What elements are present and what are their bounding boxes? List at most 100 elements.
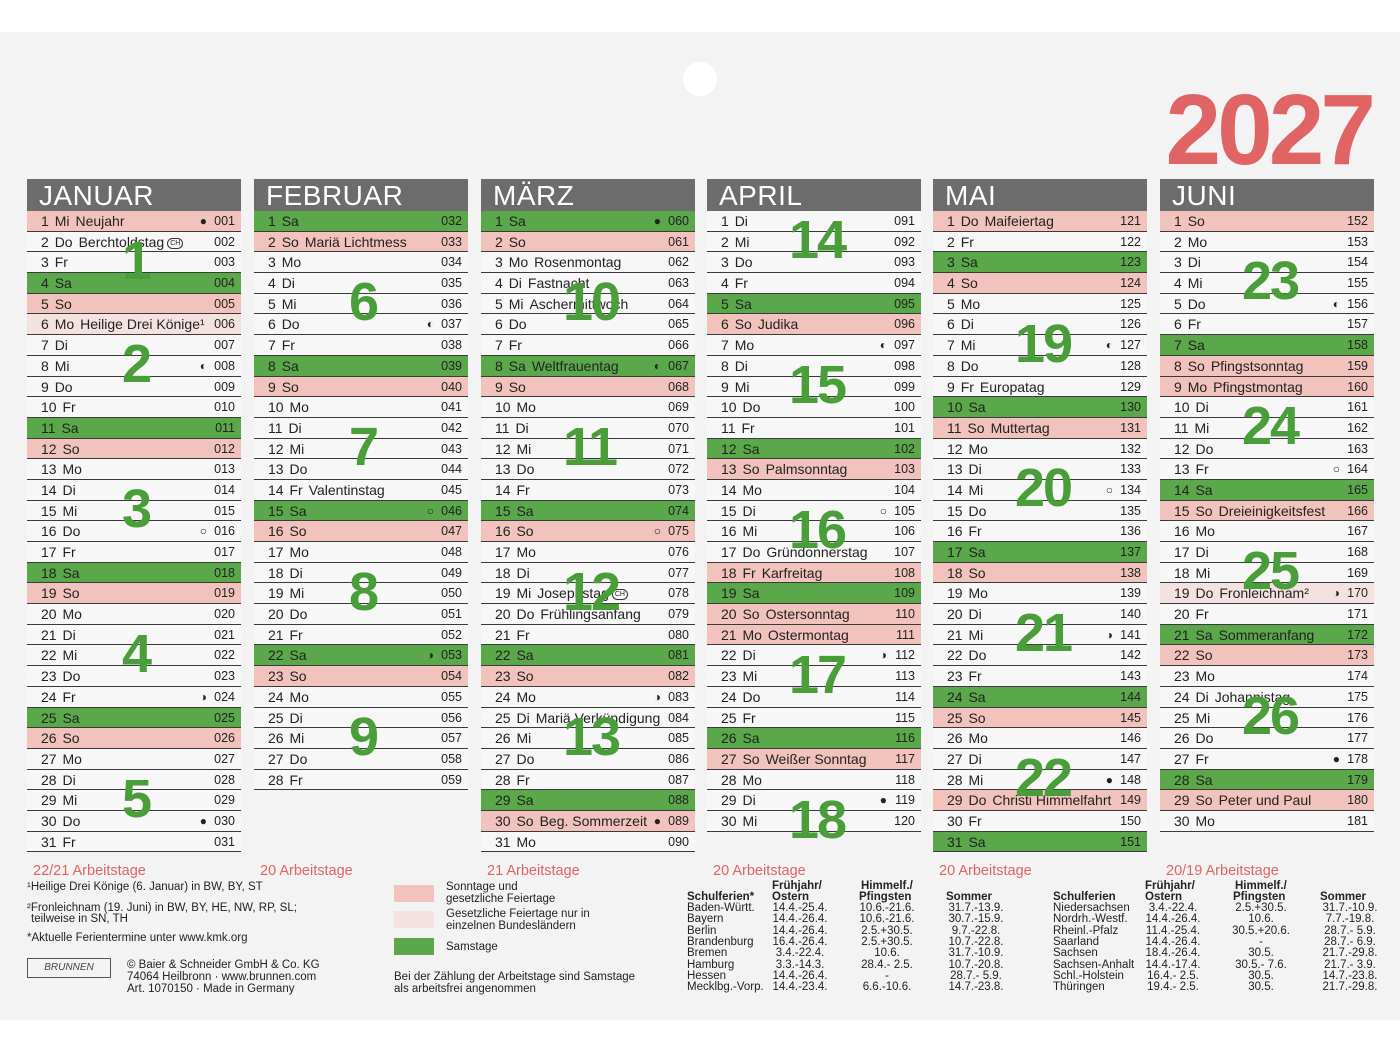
day-row: 1 Di 091 [707,211,921,232]
day-row: 6 Do ◐ 037 [254,314,468,336]
day-of-year: 143 [1120,669,1141,684]
company-line-1: © Baier & Schneider GmbH & Co. KG [127,959,320,971]
summer-dates: 14.7.-23.8. [1322,969,1378,982]
weekday: Mi [508,295,524,312]
state-name: Sachsen-Anhalt [1053,958,1135,971]
day-row: 12 Mo 132 [933,438,1147,460]
weekday: Sa [968,399,986,416]
day-row: 9 Do 009 [27,376,241,398]
day-row: 11 So Muttertag 131 [933,417,1147,439]
holiday-name: Pfingstsonntag [1210,357,1304,374]
weekday: Di [968,606,982,623]
weekday: Di [288,419,302,436]
day-number: 2 [495,233,503,250]
summer-dates: 9.7.-22.8. [951,924,1001,937]
weekday: Sa [62,709,80,726]
day-of-year: 096 [894,317,915,332]
day-number: 19 [268,585,284,602]
day-number: 14 [41,481,57,498]
weekday: Fr [62,399,76,416]
weekday: So [742,461,760,478]
weekday: Di [968,461,982,478]
day-row: 7 Mi ◐ 127 [933,335,1147,356]
day-of-year: 023 [214,669,235,684]
day-of-year: 144 [1120,689,1141,704]
pentecost-dates: 30.5.- 7.6. [1235,958,1287,971]
weekday: Di [742,502,756,519]
weekday: Di [62,481,76,498]
pentecost-dates: 2.5.+30.5. [861,935,913,948]
day-number: 12 [41,440,57,457]
day-number: 19 [41,585,57,602]
weekday: Sa [968,833,986,850]
pentecost-dates: 10.6.-21.6. [859,902,915,914]
weekday: So [62,440,80,457]
summer-dates: 14.7.-23.8. [948,981,1004,994]
day-row: 13 Do 044 [254,459,468,480]
legend-regional-2: einzelnen Bundesländern [446,920,576,932]
day-of-year: 078 [668,586,689,601]
day-number: 6 [268,316,276,333]
day-of-year: 152 [1347,214,1368,228]
day-row: 23 Fr 143 [933,666,1147,687]
day-row: 15 Sa ○ 046 [254,500,468,522]
weekday: So [508,378,526,395]
moon-phase-icon: ● [199,214,207,228]
weekday: Di [742,647,756,664]
day-number: 8 [41,357,49,374]
day-number: 17 [268,544,284,560]
day-of-year: 095 [894,296,915,311]
day-row: 21 Fr 080 [481,624,695,646]
day-number: 27 [495,750,511,767]
day-of-year: 092 [894,234,915,249]
easter-dates: 16.4.-26.4. [772,935,828,948]
day-of-year: 147 [1120,751,1141,766]
day-row: 20 So Ostersonntag 110 [707,604,921,625]
day-row: 25 Mi 176 [1160,707,1374,729]
holiday-name: Mariä Lichtmess [304,233,407,250]
day-row: 30 Do ● 030 [27,810,241,832]
day-row: 16 So ○ 075 [481,521,695,542]
day-row: 2 Mo 153 [1160,231,1374,253]
day-number: 7 [1174,337,1182,354]
weekday: Sa [968,688,986,705]
weekday: Di [54,337,68,354]
day-row: 3 Fr 003 [27,252,241,274]
day-of-year: 073 [668,482,689,497]
weekday: Di [62,771,76,788]
day-row: 31 Sa 151 [933,831,1147,853]
weekday: Fr [289,626,303,643]
day-of-year: 050 [441,586,462,601]
weekday: Fr [508,337,522,354]
day-of-year: 052 [441,627,462,642]
month-6: JUNI 1 So 152 2 Mo 153 3 Di 154 4 Mi 155 5 Do ◐ 156… [1160,179,1374,879]
weekday: Mi [1194,419,1210,436]
weekday: So [734,316,752,333]
day-number: 10 [1174,399,1190,416]
weekday: Fr [742,564,756,581]
day-of-year: 116 [895,731,915,746]
day-of-year: 121 [1120,214,1141,228]
day-number: 12 [268,440,284,457]
day-number: 7 [495,337,503,354]
day-number: 16 [1174,523,1190,540]
day-number: 25 [1174,709,1190,726]
day-row: 20 Do 051 [254,604,468,625]
day-number: 4 [1174,275,1182,292]
holiday-name: Pfingstmontag [1213,378,1303,395]
day-of-year: 034 [441,255,462,270]
weekday: Mo [968,585,988,602]
holiday-name: Mariä Verkündigung [535,709,661,726]
day-of-year: 098 [894,358,915,373]
day-number: 24 [1174,688,1190,705]
summer-dates: 31.7.-10.9. [1322,902,1378,914]
weekday: Mo [54,316,75,333]
weekday: Sa [742,440,760,457]
day-of-year: 045 [441,482,462,497]
weekday: Do [734,254,753,271]
day-of-year: 003 [214,255,235,270]
day-of-year: 130 [1120,400,1141,415]
month-5: MAI 1 Do Maifeiertag 121 2 Fr 122 3 Sa 123 4 So 1… [933,179,1147,879]
easter-dates: 3.4.-22.4. [1148,902,1198,914]
weekday: Do [742,544,761,560]
